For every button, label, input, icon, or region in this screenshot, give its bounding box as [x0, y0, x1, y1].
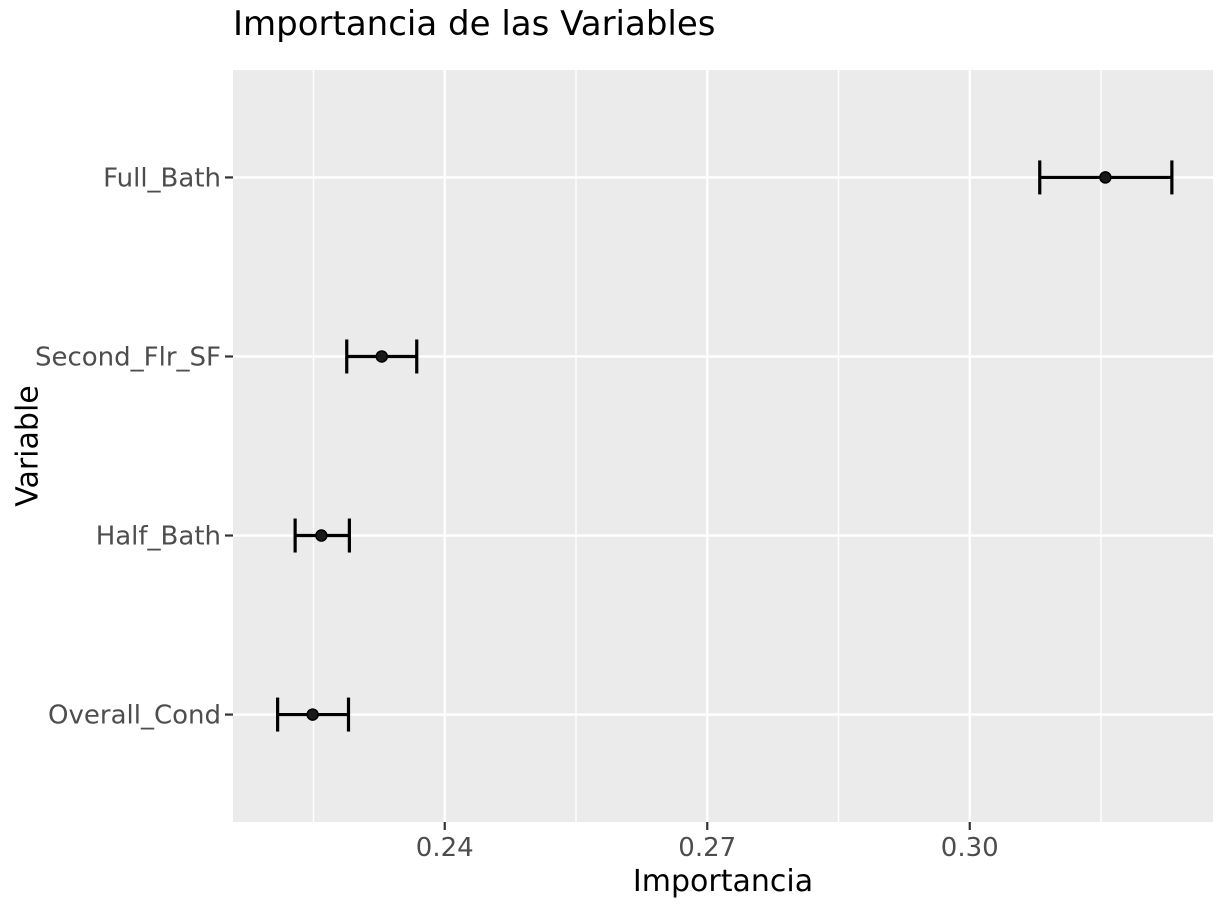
x-axis-title: Importancia — [632, 864, 814, 899]
x-tick-label: 0.27 — [678, 833, 736, 863]
point-estimate — [306, 708, 319, 721]
y-tick-label: Second_Flr_SF — [35, 342, 221, 372]
point-estimate — [315, 529, 328, 542]
chart-title: Importancia de las Variables — [233, 4, 716, 44]
point-estimate — [1099, 171, 1112, 184]
x-tick-label: 0.30 — [941, 833, 999, 863]
plot-panel — [233, 70, 1213, 822]
point-estimate — [375, 350, 388, 363]
y-tick-label: Half_Bath — [96, 522, 221, 552]
y-tick-label: Overall_Cond — [48, 701, 221, 731]
y-axis-title: Variable — [10, 385, 46, 507]
x-tick-label: 0.24 — [416, 833, 474, 863]
y-tick-label: Full_Bath — [103, 163, 221, 193]
